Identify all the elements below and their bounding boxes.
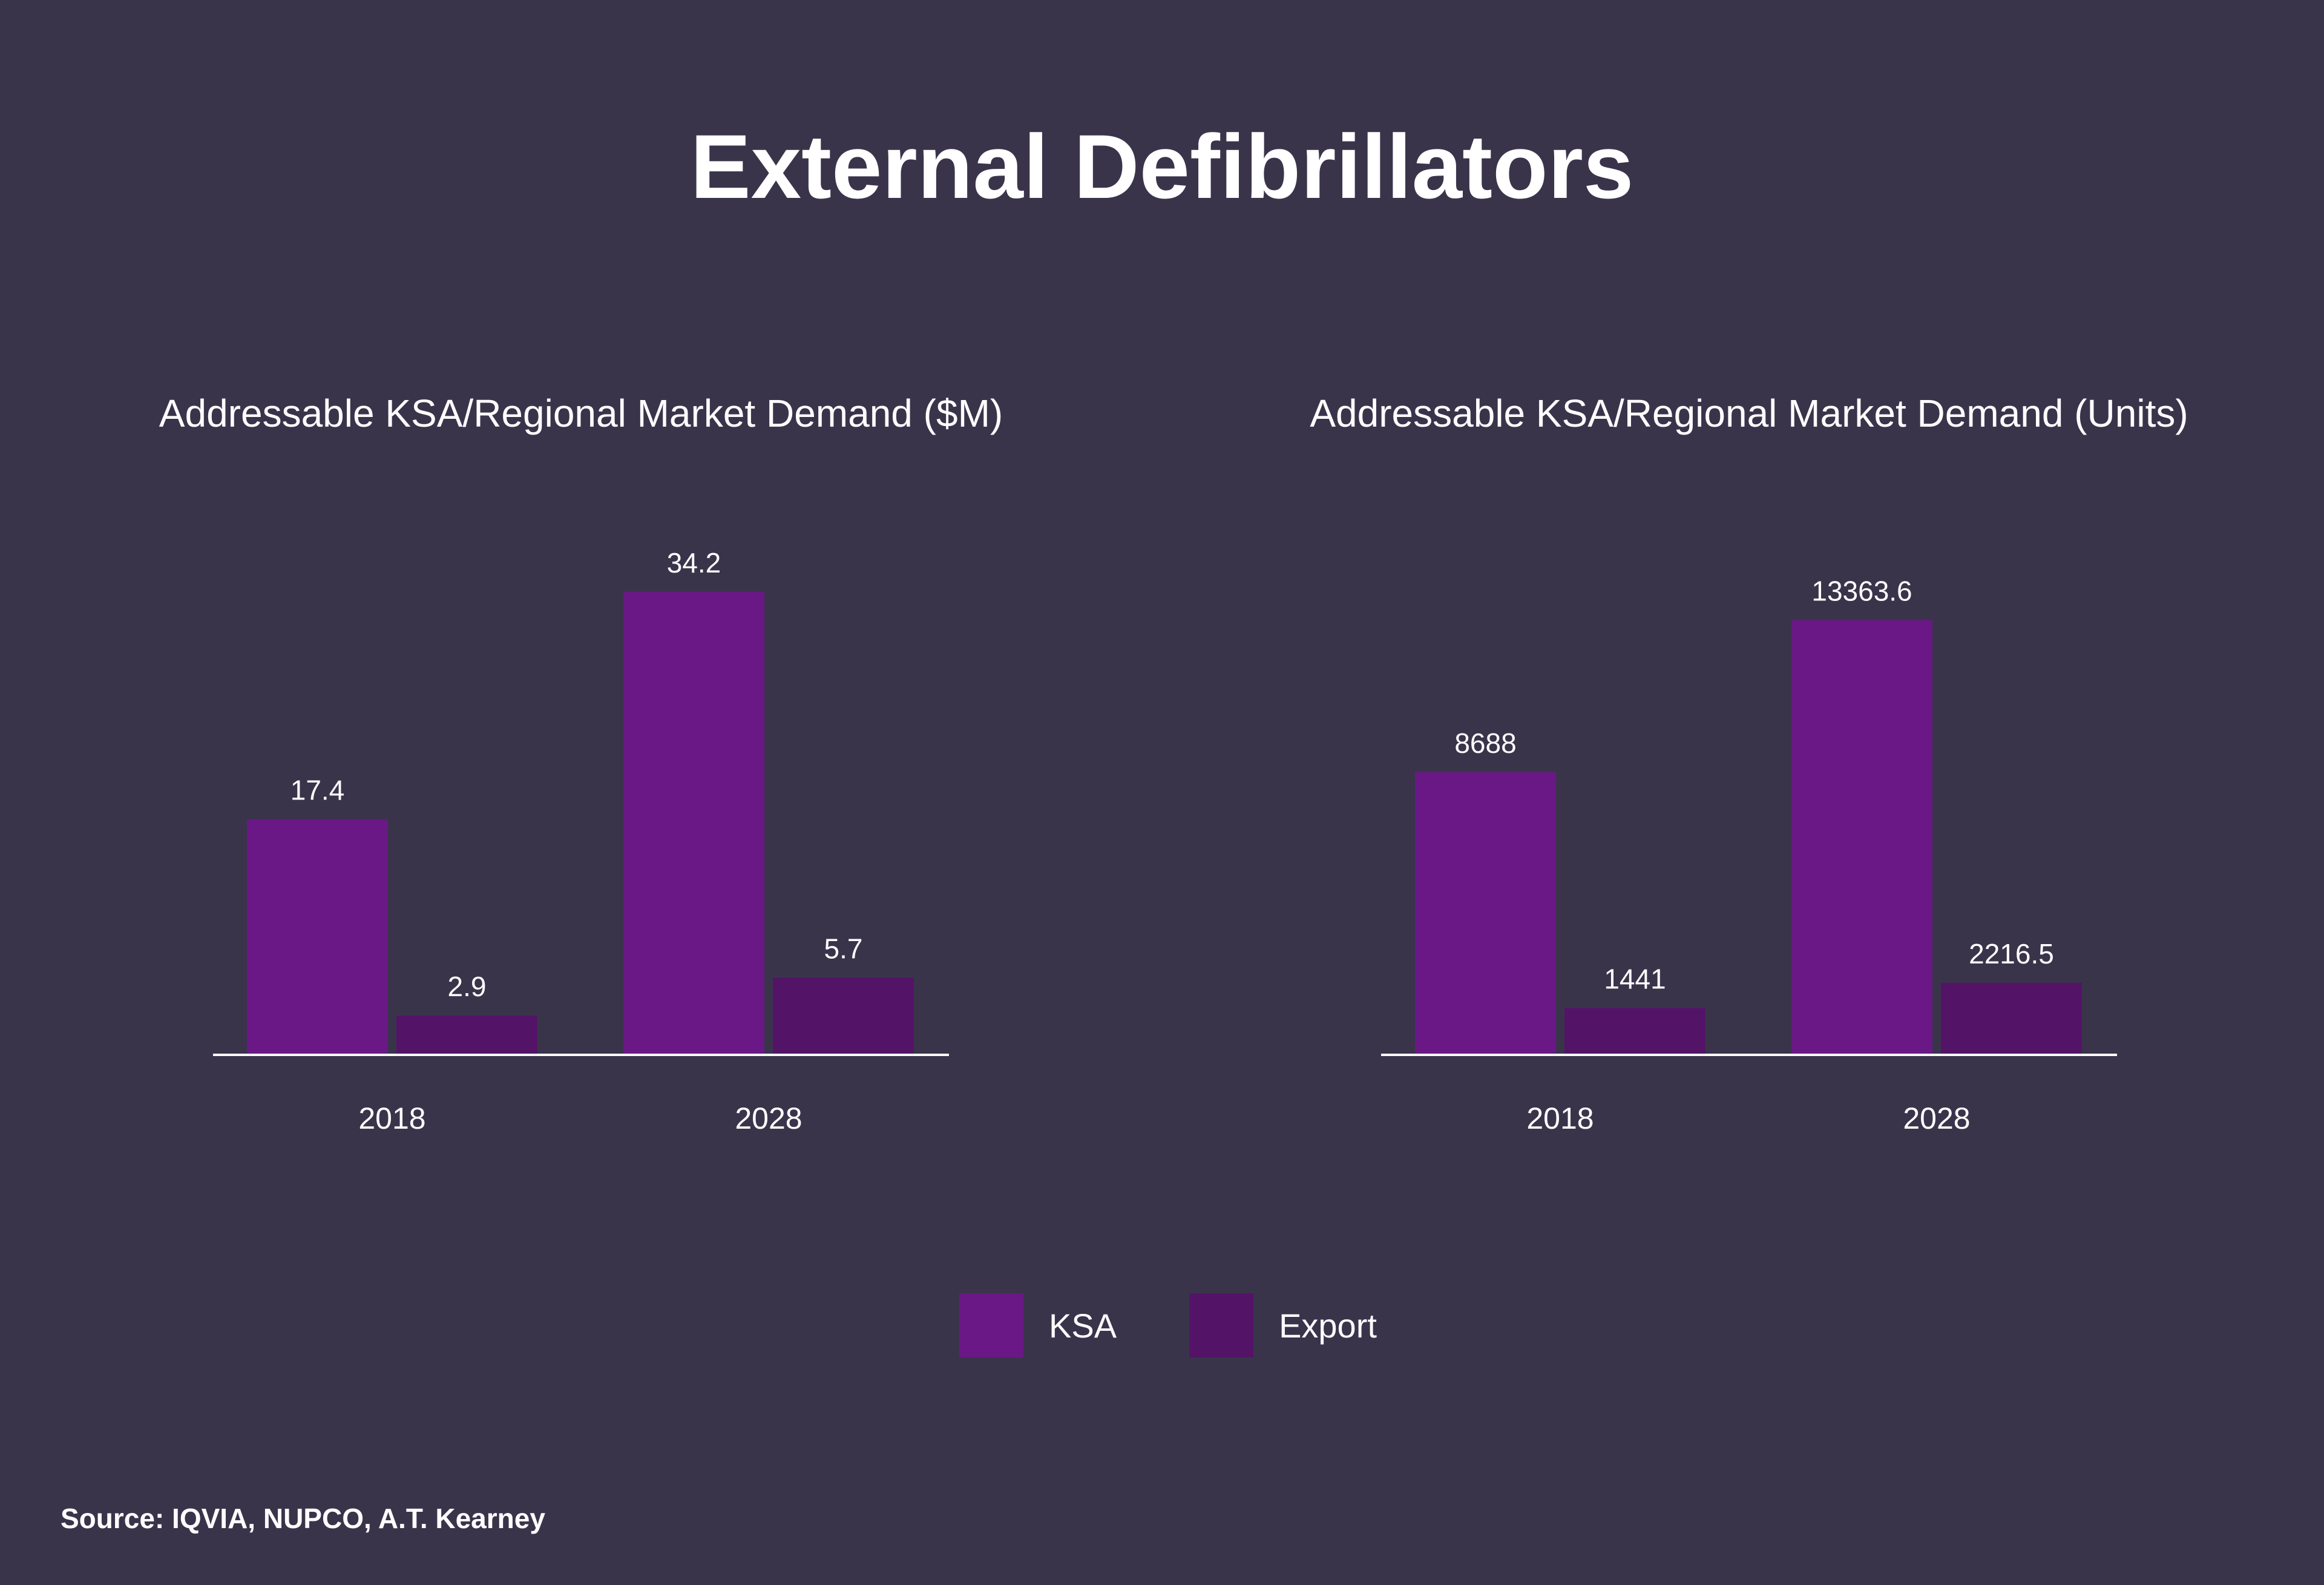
bar-ksa-2018: [247, 819, 388, 1055]
bar-export-2028: [773, 977, 914, 1055]
legend-label-ksa: KSA: [1049, 1306, 1117, 1345]
legend-swatch-ksa: [959, 1293, 1023, 1357]
page-title: External Defibrillators: [690, 116, 1634, 217]
bar-ksa-2028: [623, 591, 764, 1055]
source-note: Source: IQVIA, NUPCO, A.T. Kearney: [61, 1503, 545, 1534]
bar-ksa-2018: [1415, 772, 1556, 1055]
x-tick-label-2018: 2018: [358, 1101, 425, 1135]
data-label-export-2028: 2216.5: [1969, 938, 2054, 970]
data-label-ksa-2028: 34.2: [667, 547, 721, 579]
data-label-ksa-2028: 13363.6: [1811, 576, 1912, 607]
legend: KSA Export: [959, 1293, 1449, 1357]
x-tick-label-2018: 2018: [1526, 1101, 1594, 1135]
chart-1: Addressable KSA/Regional Market Demand (…: [159, 392, 1003, 1135]
x-tick-label-2028: 2028: [735, 1101, 802, 1135]
bar-ksa-2028: [1791, 620, 1932, 1055]
data-label-ksa-2018: 8688: [1454, 727, 1516, 759]
data-label-export-2018: 2.9: [448, 971, 487, 1002]
legend-swatch-export: [1189, 1293, 1254, 1357]
legend-label-export: Export: [1279, 1306, 1377, 1345]
bar-export-2018: [396, 1016, 537, 1055]
x-tick-label-2028: 2028: [1903, 1101, 1970, 1135]
legend-item-export: Export: [1189, 1293, 1377, 1357]
data-label-ksa-2018: 17.4: [290, 775, 345, 806]
legend-item-ksa: KSA: [959, 1293, 1117, 1357]
chart-2: Addressable KSA/Regional Market Demand (…: [1310, 392, 2188, 1135]
bar-export-2018: [1564, 1008, 1705, 1055]
bar-export-2028: [1941, 982, 2082, 1055]
data-label-export-2018: 1441: [1604, 963, 1666, 995]
data-label-export-2028: 5.7: [824, 933, 863, 964]
chart-1-title: Addressable KSA/Regional Market Demand (…: [159, 392, 1003, 435]
chart-2-title: Addressable KSA/Regional Market Demand (…: [1310, 392, 2188, 435]
